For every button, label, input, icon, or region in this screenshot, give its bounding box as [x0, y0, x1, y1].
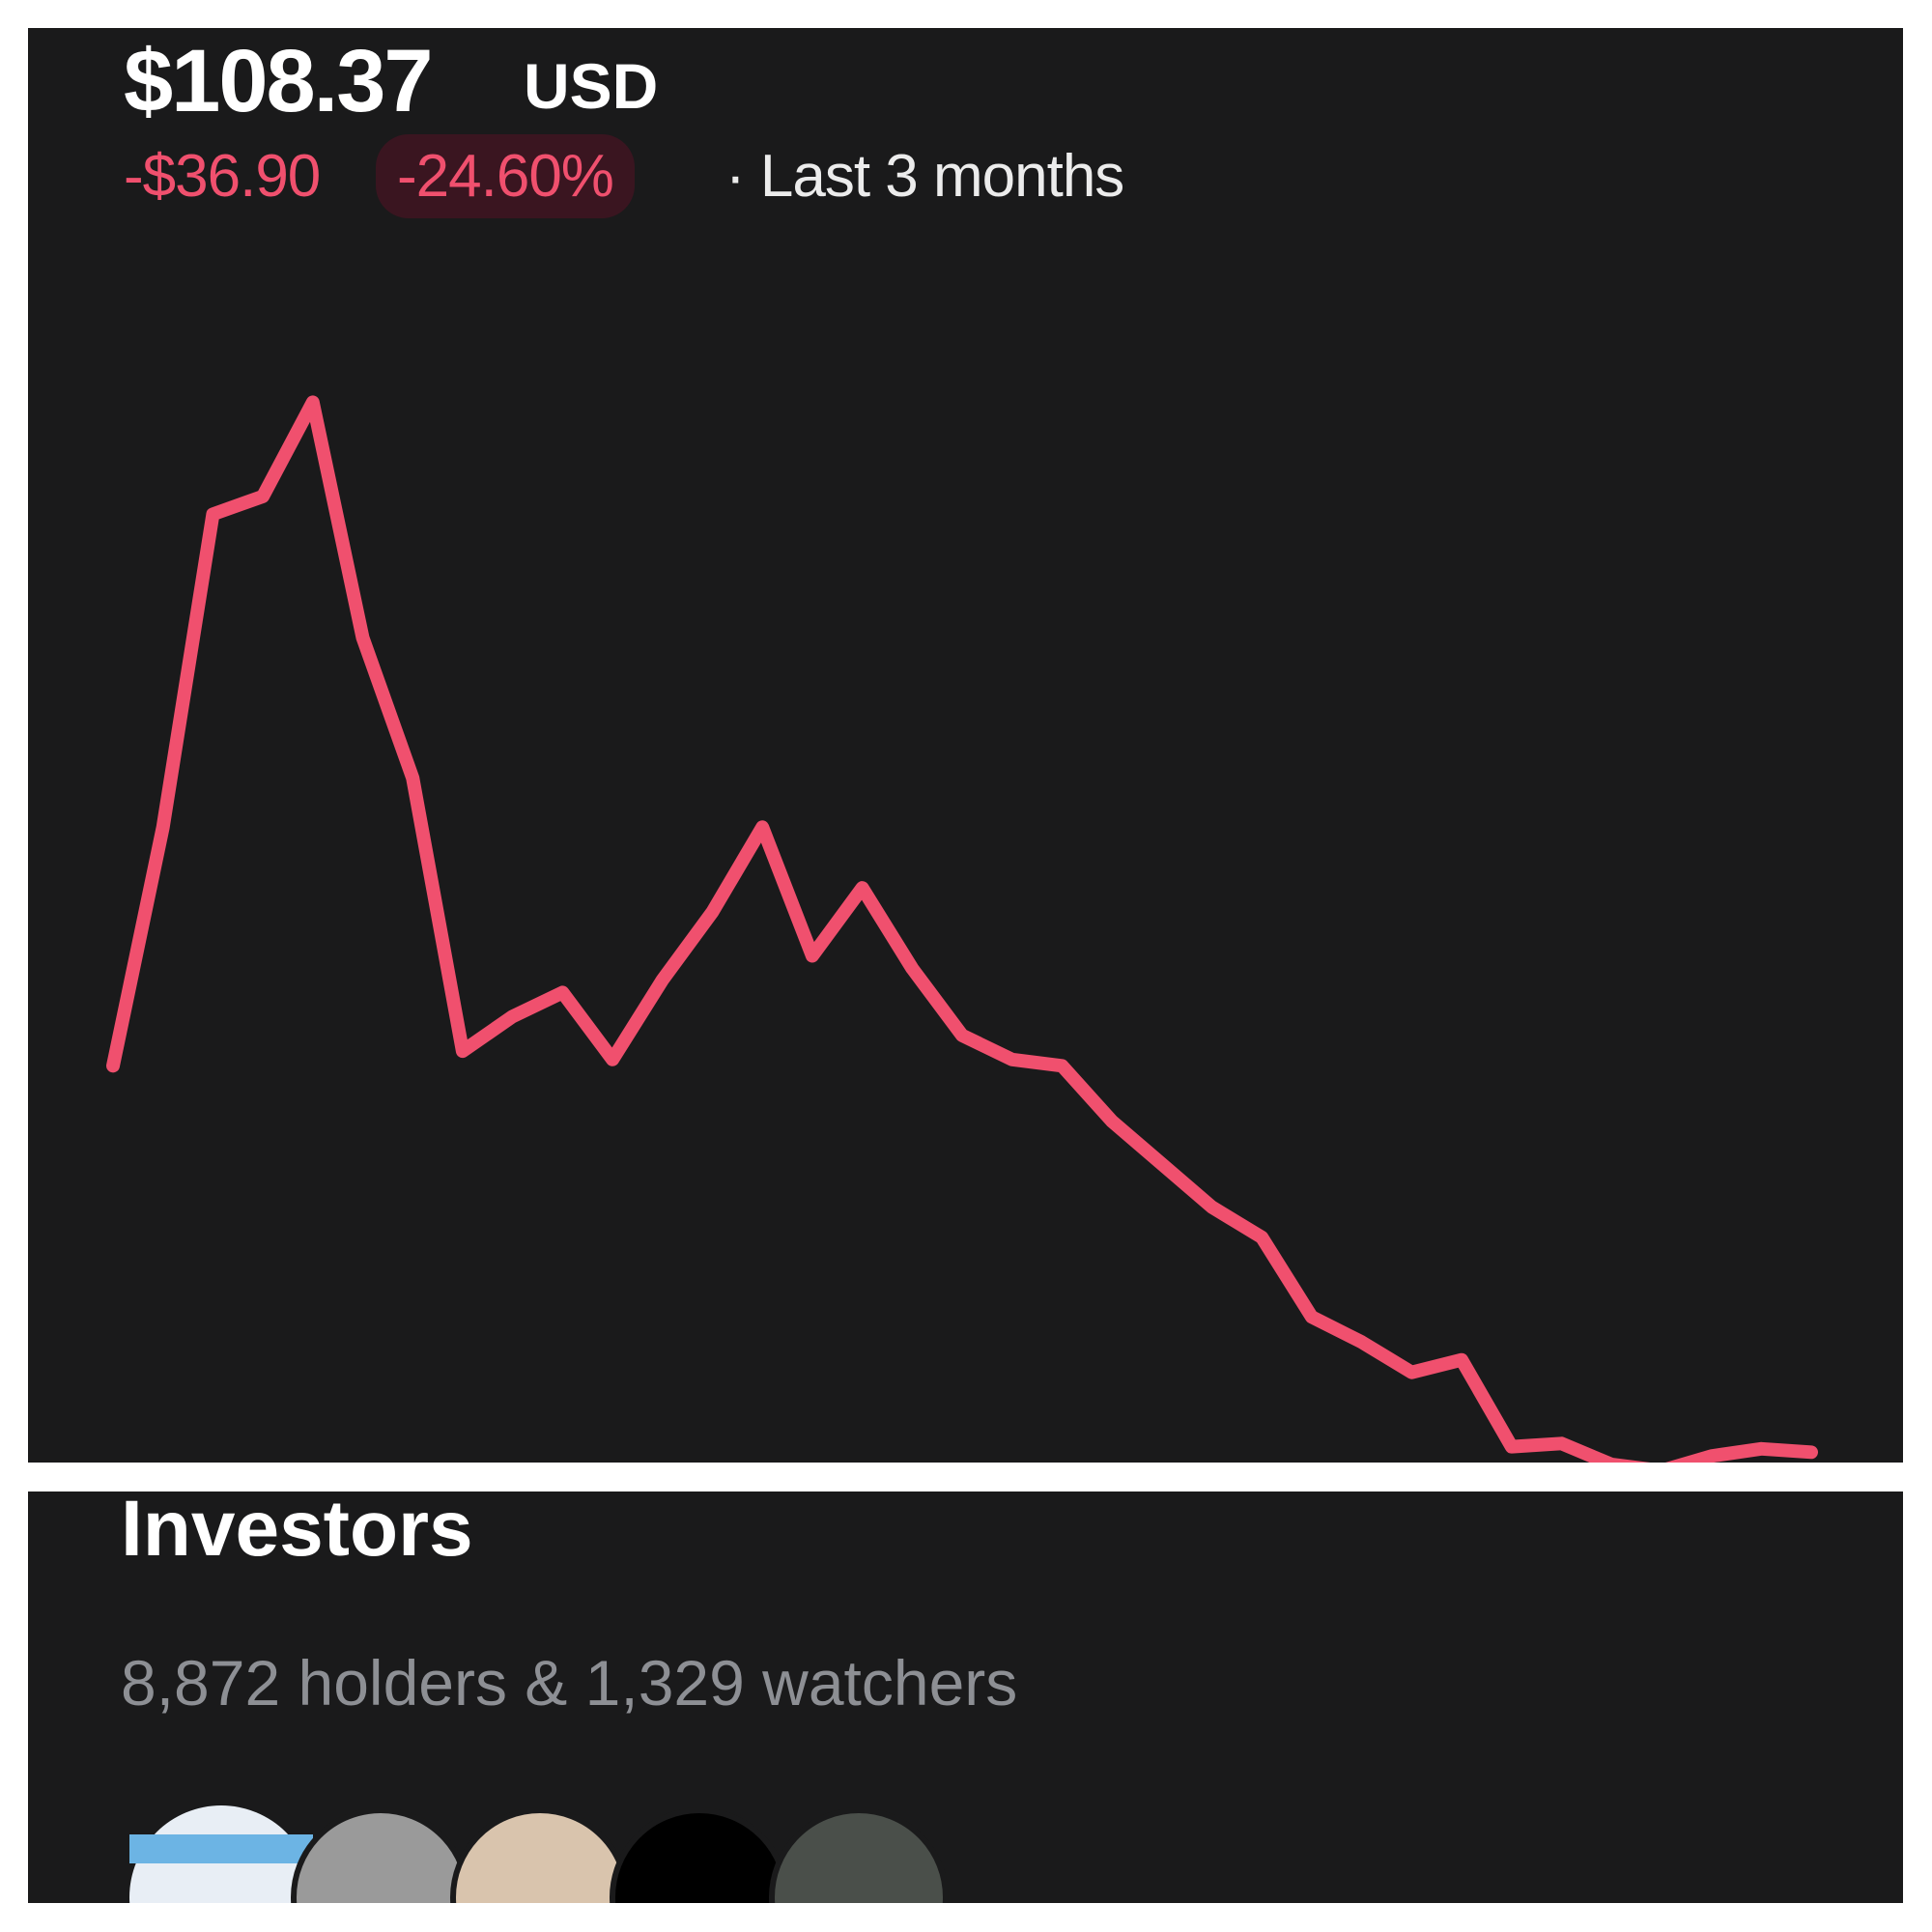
avatars [129, 1805, 949, 1903]
period[interactable]: · Last 3 months [725, 143, 1124, 210]
price-card: $108.37 USD -$36.90 -24.60% · Last 3 mon… [28, 28, 1903, 1463]
price-line [106, 395, 1818, 1463]
investor-summary: 8,872 holders & 1,329 watchers [121, 1647, 1018, 1719]
investors-card: Investors 8,872 holders & 1,329 watchers [28, 1492, 1903, 1903]
currency: USD [524, 50, 659, 122]
avatar[interactable] [450, 1807, 630, 1903]
price-change: -$36.90 [124, 143, 321, 210]
price: $108.37 [124, 32, 434, 130]
percent-change: -24.60% [376, 134, 635, 218]
avatar-flag-stripe [129, 1834, 313, 1863]
price-chart [106, 395, 1818, 1463]
avatar[interactable] [610, 1807, 789, 1903]
section-title: Investors [121, 1492, 473, 1573]
avatar[interactable] [769, 1807, 949, 1903]
avatar[interactable] [291, 1807, 470, 1903]
